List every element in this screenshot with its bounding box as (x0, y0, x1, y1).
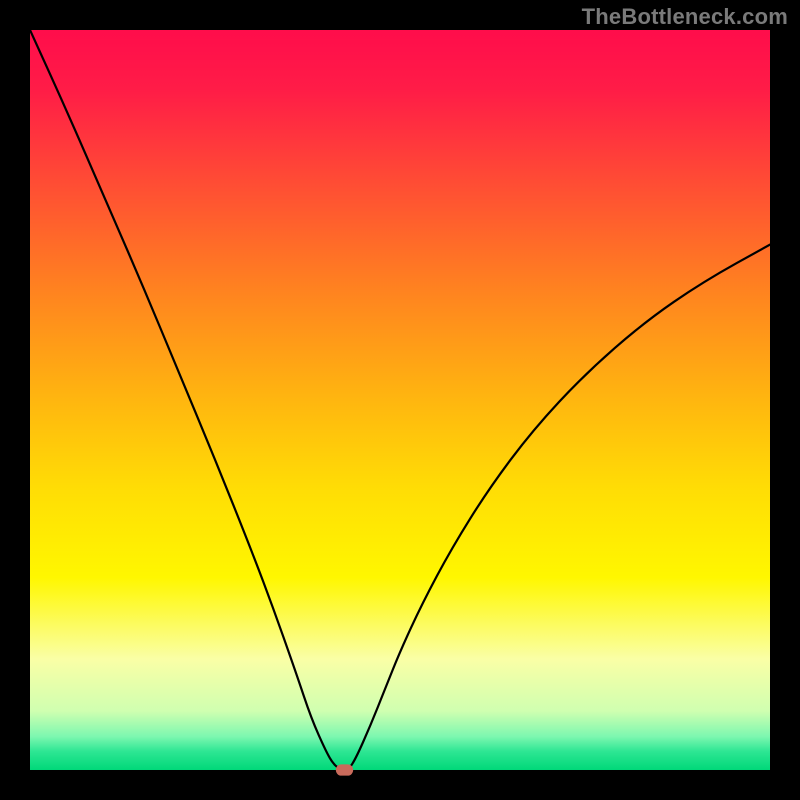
watermark-text: TheBottleneck.com (582, 4, 788, 30)
plot-background (30, 30, 770, 770)
optimum-marker (336, 765, 352, 775)
chart-container: TheBottleneck.com (0, 0, 800, 800)
bottleneck-chart (0, 0, 800, 800)
